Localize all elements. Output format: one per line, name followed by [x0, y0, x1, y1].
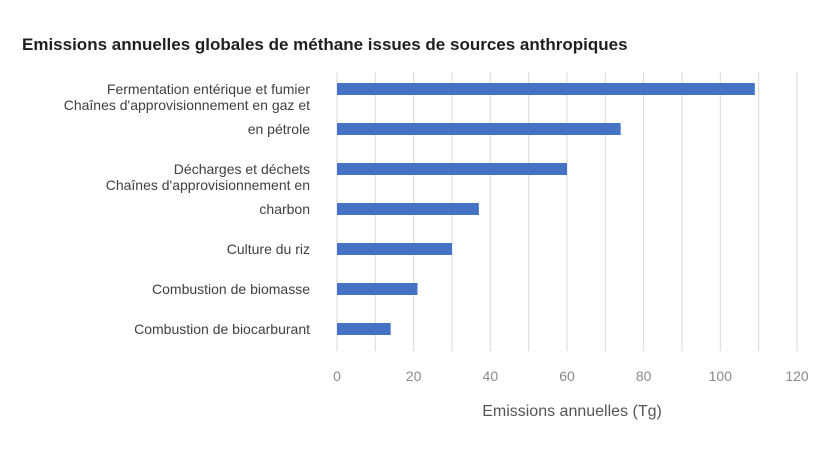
category-label-line: Combustion de biomasse — [152, 281, 310, 297]
category-label: Décharges et déchets — [174, 161, 310, 177]
category-label-line: Culture du riz — [227, 241, 310, 257]
bar — [337, 163, 567, 175]
x-tick-label: 100 — [709, 368, 733, 384]
x-tick-label: 20 — [406, 368, 422, 384]
category-label: Chaînes d'approvisionnement en charbon — [106, 177, 310, 217]
bar — [337, 323, 391, 335]
bar — [337, 243, 452, 255]
category-label-line: Fermentation entérique et fumier — [107, 81, 310, 97]
category-label: Combustion de biocarburant — [134, 321, 310, 337]
bar — [337, 283, 418, 295]
x-tick-label: 0 — [333, 368, 341, 384]
category-label-line: Chaînes d'approvisionnement en gaz et — [64, 97, 310, 113]
category-label-line: Combustion de biocarburant — [134, 321, 310, 337]
category-label-line: Décharges et déchets — [174, 161, 310, 177]
category-label: Combustion de biomasse — [152, 281, 310, 297]
x-axis-title: Emissions annuelles (Tg) — [482, 403, 662, 420]
bar — [337, 83, 755, 95]
category-label: Chaînes d'approvisionnement en gaz et en … — [64, 97, 310, 137]
category-label-line: en pétrole — [248, 121, 310, 137]
category-label: Culture du riz — [227, 241, 310, 257]
x-tick-label: 60 — [559, 368, 575, 384]
bar — [337, 123, 621, 135]
x-tick-label: 80 — [636, 368, 652, 384]
category-label-line: Chaînes d'approvisionnement en — [106, 177, 310, 193]
bar — [337, 203, 479, 215]
category-label: Fermentation entérique et fumier — [107, 81, 310, 97]
x-tick-label: 40 — [483, 368, 499, 384]
category-label-line: charbon — [259, 201, 310, 217]
x-tick-label: 120 — [785, 368, 809, 384]
chart-title: Emissions annuelles globales de méthane … — [22, 35, 628, 54]
